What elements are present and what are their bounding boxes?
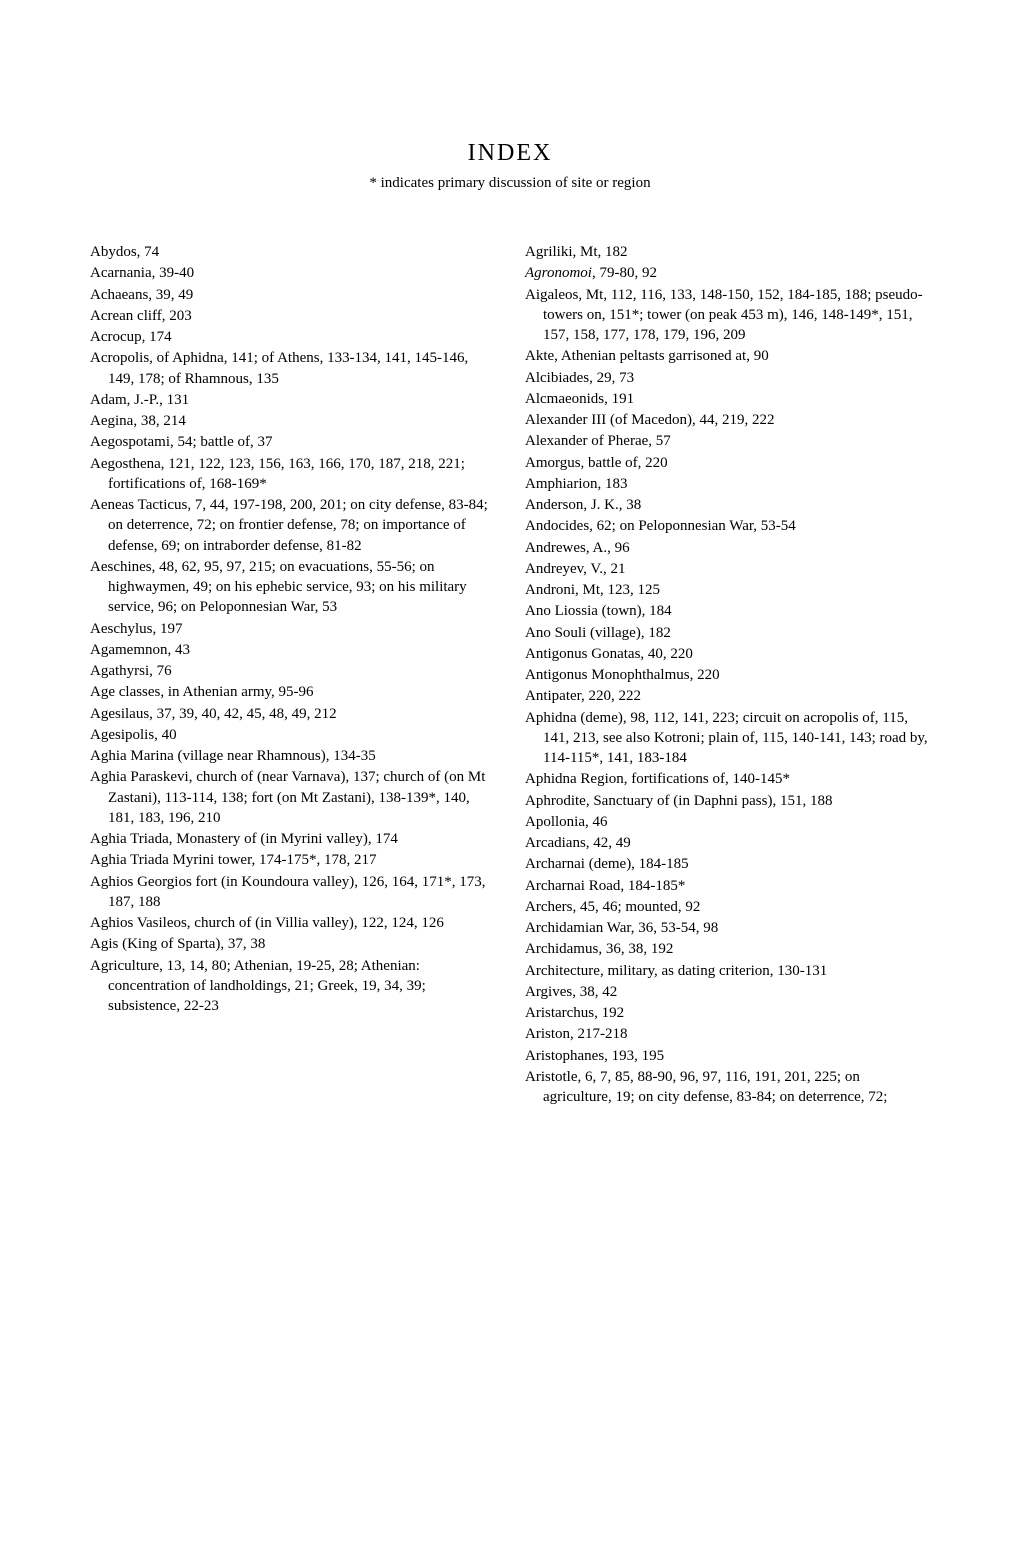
index-entry: Amphiarion, 183 xyxy=(525,474,930,494)
index-entry: Agamemnon, 43 xyxy=(90,640,495,660)
index-entry: Andreyev, V., 21 xyxy=(525,559,930,579)
index-entry: Amorgus, battle of, 220 xyxy=(525,453,930,473)
left-column: Abydos, 74Acarnania, 39-40Achaeans, 39, … xyxy=(90,242,495,1108)
index-entry: Aeneas Tacticus, 7, 44, 197-198, 200, 20… xyxy=(90,495,495,556)
index-entry: Acropolis, of Aphidna, 141; of Athens, 1… xyxy=(90,348,495,389)
index-entry: Aghia Triada Myrini tower, 174-175*, 178… xyxy=(90,850,495,870)
index-entry: Archarnai Road, 184-185* xyxy=(525,876,930,896)
index-entry: Aristophanes, 193, 195 xyxy=(525,1046,930,1066)
index-entry: Andocides, 62; on Peloponnesian War, 53-… xyxy=(525,516,930,536)
index-entry: Agesilaus, 37, 39, 40, 42, 45, 48, 49, 2… xyxy=(90,704,495,724)
index-entry: Aeschines, 48, 62, 95, 97, 215; on evacu… xyxy=(90,557,495,618)
index-entry: Alcmaeonids, 191 xyxy=(525,389,930,409)
index-entry: Apollonia, 46 xyxy=(525,812,930,832)
index-entry: Antipater, 220, 222 xyxy=(525,686,930,706)
index-entry: Aristotle, 6, 7, 85, 88-90, 96, 97, 116,… xyxy=(525,1067,930,1108)
index-entry: Archers, 45, 46; mounted, 92 xyxy=(525,897,930,917)
index-entry: Architecture, military, as dating criter… xyxy=(525,961,930,981)
right-column: Agriliki, Mt, 182Agronomoi, 79-80, 92Aig… xyxy=(525,242,930,1108)
index-subtitle: * indicates primary discussion of site o… xyxy=(90,175,930,192)
index-entry: Andrewes, A., 96 xyxy=(525,538,930,558)
index-entry: Achaeans, 39, 49 xyxy=(90,285,495,305)
index-entry: Aeschylus, 197 xyxy=(90,619,495,639)
index-entry: Aghios Vasileos, church of (in Villia va… xyxy=(90,913,495,933)
index-entry: Agriculture, 13, 14, 80; Athenian, 19-25… xyxy=(90,956,495,1017)
index-entry: Archidamus, 36, 38, 192 xyxy=(525,939,930,959)
index-entry: Aghia Marina (village near Rhamnous), 13… xyxy=(90,746,495,766)
index-entry: Agronomoi, 79-80, 92 xyxy=(525,263,930,283)
index-entry: Aghios Georgios fort (in Koundoura valle… xyxy=(90,872,495,913)
index-entry: Acarnania, 39-40 xyxy=(90,263,495,283)
index-entry: Age classes, in Athenian army, 95-96 xyxy=(90,682,495,702)
index-entry: Aigaleos, Mt, 112, 116, 133, 148-150, 15… xyxy=(525,285,930,346)
index-entry: Aghia Triada, Monastery of (in Myrini va… xyxy=(90,829,495,849)
index-entry: Aristarchus, 192 xyxy=(525,1003,930,1023)
index-entry: Ano Souli (village), 182 xyxy=(525,623,930,643)
index-entry: Argives, 38, 42 xyxy=(525,982,930,1002)
index-entry: Aegospotami, 54; battle of, 37 xyxy=(90,432,495,452)
index-entry: Ariston, 217-218 xyxy=(525,1024,930,1044)
index-entry: Aghia Paraskevi, church of (near Varnava… xyxy=(90,767,495,828)
index-entry: Abydos, 74 xyxy=(90,242,495,262)
index-entry: Agathyrsi, 76 xyxy=(90,661,495,681)
index-entry: Aegina, 38, 214 xyxy=(90,411,495,431)
index-entry: Arcadians, 42, 49 xyxy=(525,833,930,853)
index-entry: Acrean cliff, 203 xyxy=(90,306,495,326)
index-entry: Archidamian War, 36, 53-54, 98 xyxy=(525,918,930,938)
index-entry: Anderson, J. K., 38 xyxy=(525,495,930,515)
index-entry: Antigonus Gonatas, 40, 220 xyxy=(525,644,930,664)
index-entry: Akte, Athenian peltasts garrisoned at, 9… xyxy=(525,346,930,366)
index-entry: Aphrodite, Sanctuary of (in Daphni pass)… xyxy=(525,791,930,811)
index-entry: Acrocup, 174 xyxy=(90,327,495,347)
index-entry: Aphidna Region, fortifications of, 140-1… xyxy=(525,769,930,789)
index-entry: Ano Liossia (town), 184 xyxy=(525,601,930,621)
index-entry: Agis (King of Sparta), 37, 38 xyxy=(90,934,495,954)
index-entry: Alcibiades, 29, 73 xyxy=(525,368,930,388)
index-entry: Adam, J.-P., 131 xyxy=(90,390,495,410)
index-entry: Agriliki, Mt, 182 xyxy=(525,242,930,262)
index-columns: Abydos, 74Acarnania, 39-40Achaeans, 39, … xyxy=(90,242,930,1108)
index-title: INDEX xyxy=(90,140,930,167)
index-entry: Alexander III (of Macedon), 44, 219, 222 xyxy=(525,410,930,430)
index-entry: Agesipolis, 40 xyxy=(90,725,495,745)
index-entry: Aegosthena, 121, 122, 123, 156, 163, 166… xyxy=(90,454,495,495)
index-entry: Archarnai (deme), 184-185 xyxy=(525,854,930,874)
index-entry: Alexander of Pherae, 57 xyxy=(525,431,930,451)
index-entry: Androni, Mt, 123, 125 xyxy=(525,580,930,600)
index-entry: Antigonus Monophthalmus, 220 xyxy=(525,665,930,685)
index-entry: Aphidna (deme), 98, 112, 141, 223; circu… xyxy=(525,708,930,769)
